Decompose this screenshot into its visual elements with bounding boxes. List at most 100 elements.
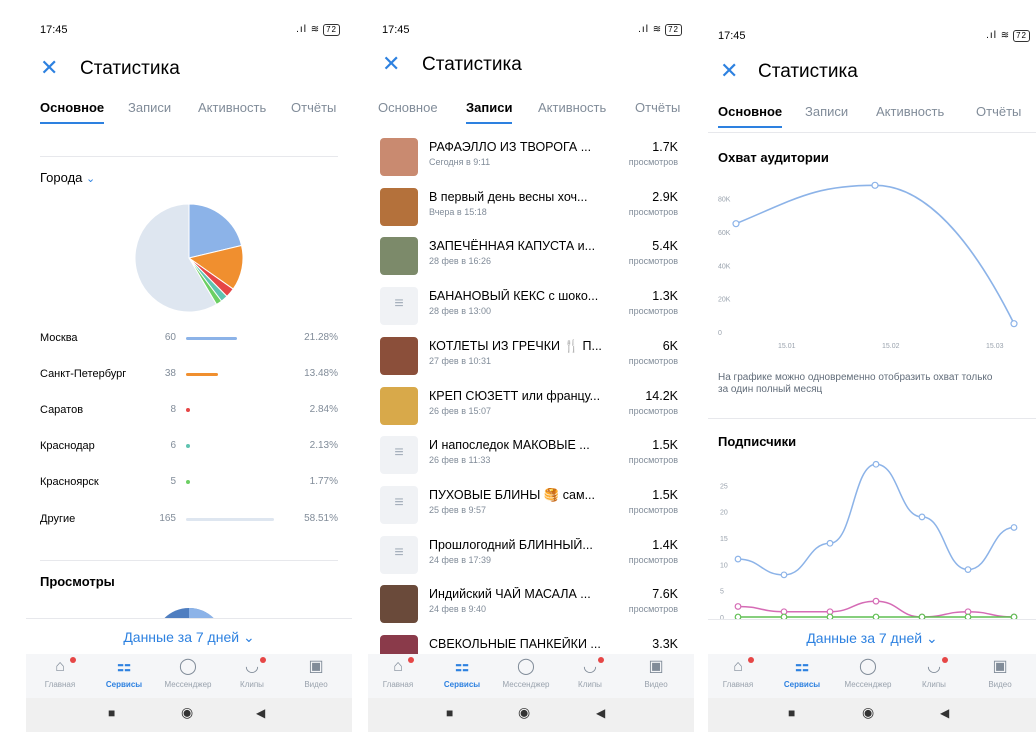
post-item[interactable]: КОТЛЕТЫ ИЗ ГРЕЧКИ 🍴 П... 27 фев в 10:31 6K… (368, 333, 694, 383)
pie-slice-6 (134, 203, 218, 313)
tab-posts[interactable]: Записи (466, 98, 513, 124)
tab-posts[interactable]: Записи (805, 104, 849, 119)
nav-video[interactable]: ▣ Видео (970, 654, 1030, 689)
close-icon[interactable]: ✕ (382, 51, 401, 76)
post-item[interactable]: Индийский ЧАЙ МАСАЛА ... 24 фев в 9:40 7.6… (368, 581, 694, 631)
nav-video[interactable]: ▣ Видео (626, 654, 686, 689)
home-button-icon[interactable]: ◉ (181, 704, 194, 720)
post-thumbnail (380, 585, 418, 624)
home-button-icon[interactable]: ◉ (518, 704, 531, 720)
tab-reports[interactable]: Отчёты (635, 100, 681, 115)
home-button-icon[interactable]: ◉ (862, 704, 875, 720)
nav-messenger[interactable]: ◯ Мессенджер (158, 654, 218, 689)
post-item[interactable]: РАФАЭЛЛО ИЗ ТВОРОГА ... Сегодня в 9:11 1.7… (368, 134, 694, 184)
bottom-nav: ⌂ Главная ⚏ Сервисы ◯ Мессенджер ◡ Клипы ▣ Ви… (708, 654, 1036, 698)
home-icon: ⌂ (368, 654, 428, 680)
post-title: ПУХОВЫЕ БЛИНЫ 🥞 сам... (429, 487, 595, 502)
system-nav-bar: ■ ◉ ◀ (708, 698, 1036, 732)
post-item[interactable]: ПУХОВЫЕ БЛИНЫ 🥞 сам... 25 фев в 9:57 1.5K п… (368, 482, 694, 532)
post-item[interactable]: Прошлогодний БЛИННЫЙ... 24 фев в 17:39 1.4… (368, 532, 694, 582)
post-thumbnail (380, 138, 418, 176)
post-views-label: просмотров (628, 206, 678, 217)
nav-services[interactable]: ⚏ Сервисы (432, 654, 492, 689)
tab-main[interactable]: Основное (40, 98, 105, 124)
post-date: Сегодня в 9:11 (429, 157, 491, 167)
video-icon: ▣ (992, 658, 1008, 675)
nav-home[interactable]: ⌂ Главная (30, 654, 90, 689)
recent-apps-icon[interactable]: ■ (108, 706, 116, 720)
nav-messenger-label: Мессенджер (502, 680, 550, 689)
post-views: 1.5K (652, 438, 678, 453)
cities-pie-chart (134, 203, 244, 313)
city-name: Краснодар (40, 440, 95, 452)
nav-messenger[interactable]: ◯ Мессенджер (496, 654, 556, 689)
recent-apps-icon[interactable]: ■ (788, 706, 796, 720)
back-icon[interactable]: ◀ (596, 706, 606, 720)
date-filter[interactable]: Данные за 7 дней ⌄ (26, 618, 352, 655)
post-title: Индийский ЧАЙ МАСАЛА ... (429, 587, 591, 602)
system-nav-bar: ■ ◉ ◀ (368, 698, 694, 732)
tab-activity[interactable]: Активность (198, 100, 267, 115)
tab-main[interactable]: Основное (378, 100, 438, 115)
services-icon: ⚏ (454, 658, 470, 675)
tab-posts[interactable]: Записи (128, 100, 172, 115)
back-icon[interactable]: ◀ (256, 706, 266, 720)
city-bar (186, 518, 274, 521)
video-icon: ▣ (308, 658, 324, 675)
date-filter[interactable]: Данные за 7 дней ⌄ (708, 619, 1036, 656)
status-bar: 17:45 .ıl ≋ 72 (708, 28, 1036, 46)
post-views: 5.4K (652, 239, 678, 254)
city-bar (186, 373, 218, 376)
tab-activity[interactable]: Активность (876, 104, 945, 119)
tab-reports[interactable]: Отчёты (976, 104, 1022, 119)
reach-point (732, 220, 740, 228)
post-date: 24 фев в 17:39 (429, 554, 492, 565)
post-date: 28 фев в 16:26 (429, 256, 492, 267)
post-views: 3.3K (652, 637, 678, 651)
nav-clips[interactable]: ◡ Клипы (904, 654, 964, 689)
tab-reports[interactable]: Отчёты (291, 100, 337, 115)
tab-main[interactable]: Основное (718, 102, 783, 128)
phone-screen-posts: 17:45 .ıl ≋ 72 ✕ Статистика Основное Запи… (368, 0, 694, 744)
city-name: Саратов (40, 404, 84, 416)
nav-video[interactable]: ▣ Видео (286, 654, 346, 689)
nav-services[interactable]: ⚏ Сервисы (772, 654, 832, 689)
recent-apps-icon[interactable]: ■ (446, 706, 454, 720)
nav-services[interactable]: ⚏ Сервисы (94, 654, 154, 689)
post-title: КРЕП СЮЗЕТТ или францу... (429, 388, 601, 403)
nav-home[interactable]: ⌂ Главная (708, 654, 768, 689)
post-item[interactable]: И напоследок МАКОВЫЕ ... 26 фев в 11:33 1.… (368, 432, 694, 482)
divider (40, 560, 338, 561)
back-icon[interactable]: ◀ (940, 706, 950, 720)
video-icon: ▣ (648, 658, 664, 675)
post-views-label: просмотров (628, 157, 678, 167)
close-icon[interactable]: ✕ (720, 58, 739, 83)
post-item[interactable]: В первый день весны хоч... Вчера в 15:18 2… (368, 184, 694, 234)
y-tick-label: 0 (718, 330, 722, 337)
nav-clips[interactable]: ◡ Клипы (222, 654, 282, 689)
close-icon[interactable]: ✕ (40, 55, 59, 80)
post-views-label: просмотров (628, 504, 678, 515)
nav-clips-label: Клипы (578, 680, 602, 689)
post-item[interactable]: БАНАНОВЫЙ КЕКС с шоко... 28 фев в 13:00 1.… (368, 283, 694, 333)
post-title: В первый день весны хоч... (429, 189, 588, 204)
post-item[interactable]: КРЕП СЮЗЕТТ или францу... 26 фев в 15:07 1… (368, 383, 694, 433)
x-tick-label: 15.01 (778, 343, 796, 350)
post-item[interactable]: ЗАПЕЧЁННАЯ КАПУСТА и... 28 фев в 16:26 5.4… (368, 233, 694, 283)
bottom-nav: ⌂ Главная ⚏ Сервисы ◯ Мессенджер ◡ Клипы ▣ Ви… (26, 654, 352, 698)
reach-note: На графике можно одновременно отобразить… (718, 372, 993, 395)
battery-icon: 72 (1013, 30, 1030, 42)
post-views: 7.6K (652, 587, 678, 602)
post-views-label: просмотров (628, 455, 678, 466)
nav-home[interactable]: ⌂ Главная (368, 654, 428, 689)
city-count: 8 (170, 404, 176, 415)
divider (708, 132, 1036, 133)
nav-clips[interactable]: ◡ Клипы (560, 654, 620, 689)
cities-dropdown[interactable]: Города ⌄ (40, 170, 95, 185)
x-tick-label: 15.03 (986, 343, 1004, 350)
clips-icon: ◡ (560, 654, 620, 680)
tab-activity[interactable]: Активность (538, 100, 607, 115)
nav-messenger[interactable]: ◯ Мессенджер (838, 654, 898, 689)
post-title: Прошлогодний БЛИННЫЙ... (429, 537, 593, 552)
status-icons: .ıl ≋ 72 (638, 24, 682, 36)
